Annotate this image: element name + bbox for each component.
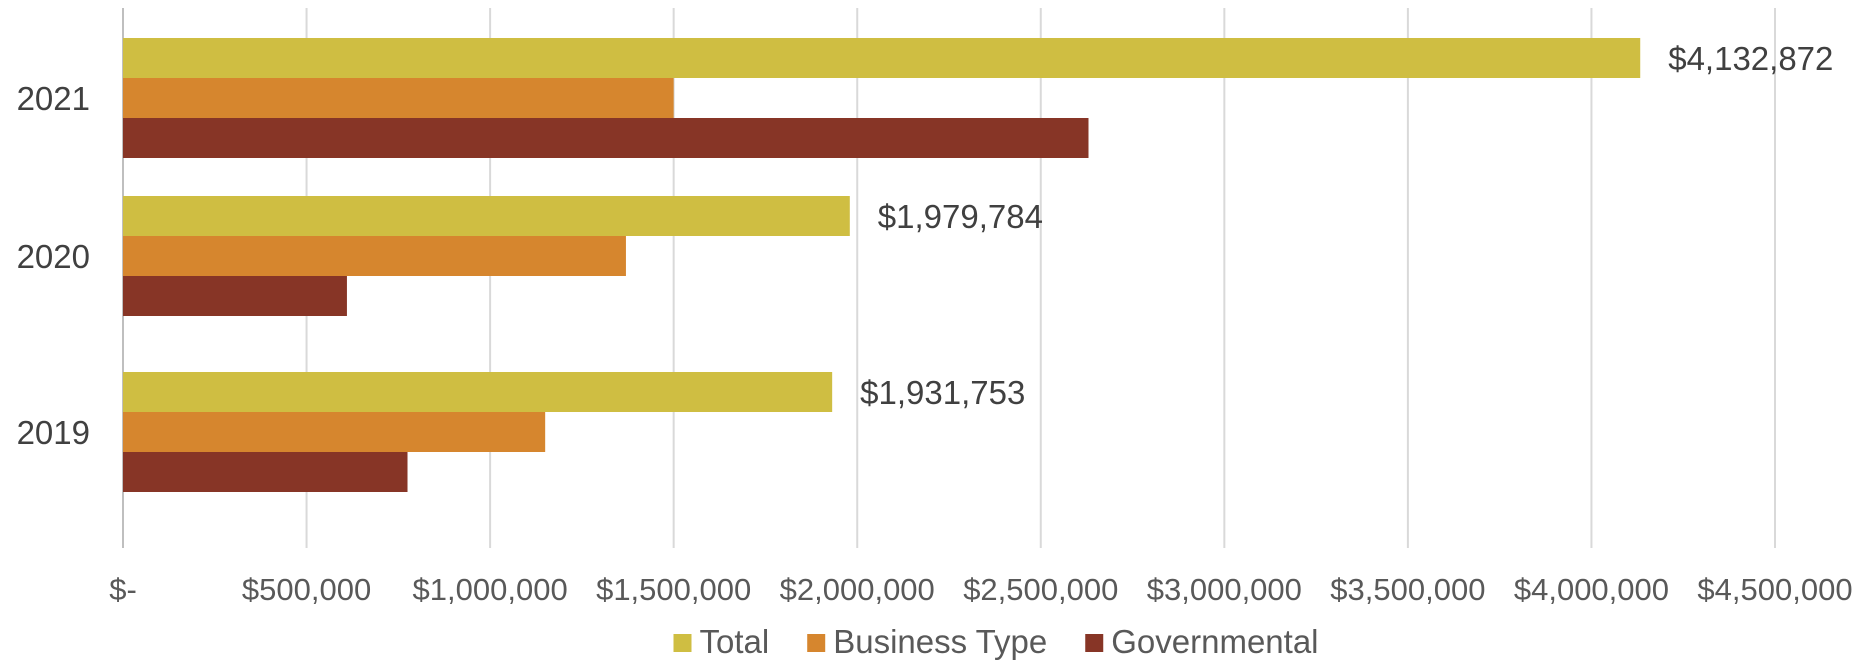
bar-governmental-2020 bbox=[123, 276, 347, 316]
bars bbox=[123, 38, 1641, 492]
x-tick-label: $3,500,000 bbox=[1330, 572, 1485, 607]
legend-label-business-type: Business Type bbox=[833, 623, 1047, 660]
legend: Total Business Type Governmental bbox=[673, 623, 1319, 660]
bar-total-2020 bbox=[123, 196, 850, 236]
bar-governmental-2021 bbox=[123, 118, 1089, 158]
legend-swatch-business-type bbox=[807, 634, 826, 652]
legend-label-governmental: Governmental bbox=[1111, 623, 1318, 660]
category-label-2020: 2020 bbox=[17, 238, 90, 275]
legend-swatch-total bbox=[673, 634, 692, 652]
data-labels: $4,132,872 $1,979,784 $1,931,753 bbox=[860, 40, 1833, 411]
bar-total-2019 bbox=[123, 372, 833, 412]
x-tick-label: $1,500,000 bbox=[596, 572, 751, 607]
x-tick-label: $3,000,000 bbox=[1147, 572, 1302, 607]
category-label-2021: 2021 bbox=[17, 80, 90, 117]
x-tick-label: $2,500,000 bbox=[963, 572, 1118, 607]
category-labels: 2021 2020 2019 bbox=[17, 80, 90, 451]
x-tick-label: $2,000,000 bbox=[780, 572, 935, 607]
x-axis-tick-labels: $- $500,000 $1,000,000 $1,500,000 $2,000,000… bbox=[109, 572, 1852, 607]
legend-swatch-governmental bbox=[1085, 634, 1104, 652]
x-tick-label: $4,500,000 bbox=[1697, 572, 1852, 607]
x-tick-label: $4,000,000 bbox=[1514, 572, 1669, 607]
data-label-total-2019: $1,931,753 bbox=[860, 374, 1025, 411]
bar-business-type-2020 bbox=[123, 236, 626, 276]
bar-business-type-2021 bbox=[123, 78, 674, 118]
x-tick-label: $1,000,000 bbox=[413, 572, 568, 607]
x-tick-label: $500,000 bbox=[242, 572, 371, 607]
legend-label-total: Total bbox=[699, 623, 769, 660]
data-label-total-2021: $4,132,872 bbox=[1668, 40, 1833, 77]
bar-total-2021 bbox=[123, 38, 1641, 78]
category-label-2019: 2019 bbox=[17, 414, 90, 451]
bar-business-type-2019 bbox=[123, 412, 546, 452]
x-tick-label: $- bbox=[109, 572, 137, 607]
data-label-total-2020: $1,979,784 bbox=[878, 198, 1043, 235]
bar-governmental-2019 bbox=[123, 452, 408, 492]
